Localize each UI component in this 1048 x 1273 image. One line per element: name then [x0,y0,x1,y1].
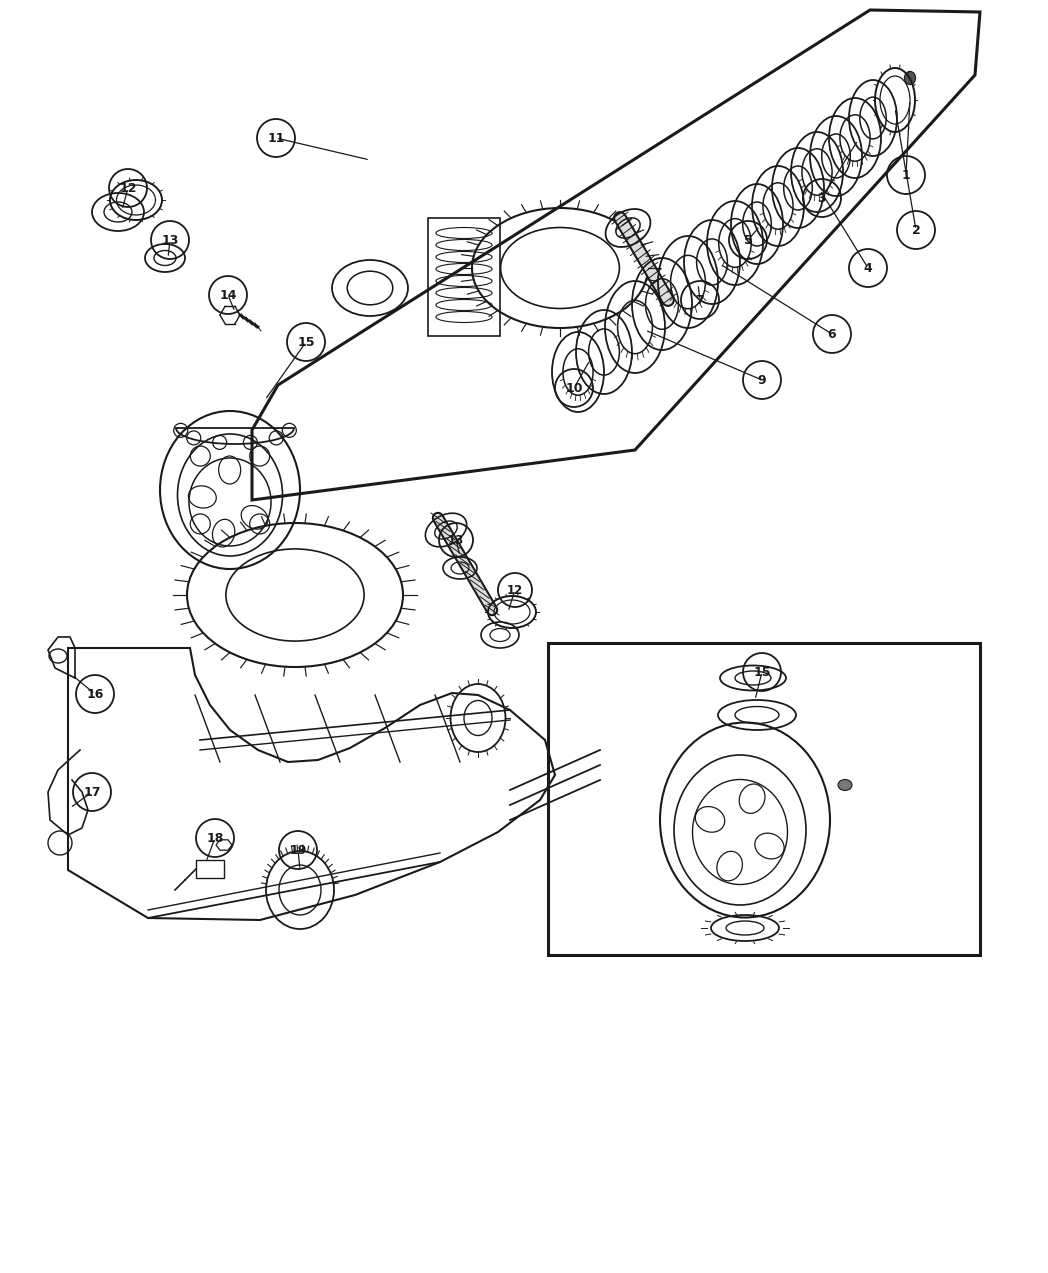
Text: 13: 13 [447,533,464,546]
Text: 14: 14 [219,289,237,302]
Text: 7: 7 [696,294,704,307]
Text: 6: 6 [828,327,836,340]
Bar [428,218,500,336]
Text: 12: 12 [507,583,523,597]
Text: 4: 4 [864,261,872,275]
Text: 15: 15 [754,666,770,679]
Ellipse shape [904,71,916,84]
Text: 2: 2 [912,224,920,237]
Bar [548,643,980,955]
Text: 5: 5 [744,233,752,247]
Text: 17: 17 [83,785,101,798]
Text: 9: 9 [758,373,766,387]
Text: 16: 16 [86,687,104,700]
Text: 18: 18 [206,831,223,844]
Text: 13: 13 [161,233,179,247]
Text: 12: 12 [119,182,136,195]
Text: 19: 19 [289,844,307,857]
Ellipse shape [838,779,852,791]
Text: 10: 10 [565,382,583,395]
Text: 15: 15 [298,336,314,349]
Text: 11: 11 [267,131,285,145]
Text: 1: 1 [901,168,911,182]
Bar [196,861,224,878]
Text: 3: 3 [817,191,826,205]
